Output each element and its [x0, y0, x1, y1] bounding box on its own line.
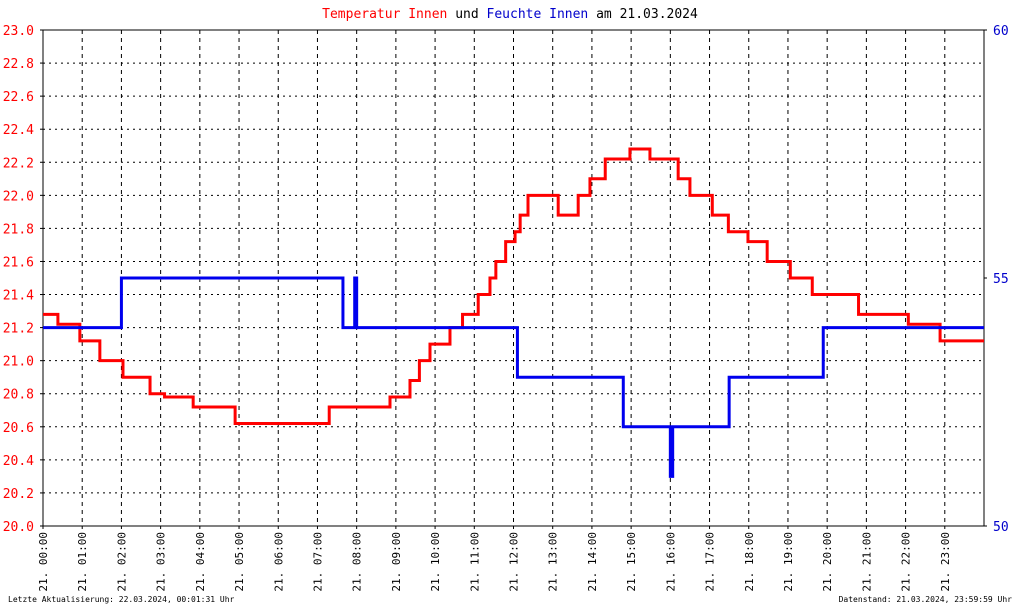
- title-part: Temperatur Innen: [322, 7, 447, 22]
- series-line: [43, 276, 984, 478]
- x-tick-label: 21. 08:00: [351, 532, 364, 592]
- x-tick-label: 21. 00:00: [37, 532, 50, 592]
- y-tick-label: 21.4: [3, 289, 34, 304]
- chart-title: Temperatur Innen und Feuchte Innen am 21…: [322, 7, 698, 22]
- y-tick-label: 21.8: [3, 222, 34, 237]
- x-tick-label: 21. 17:00: [704, 532, 717, 592]
- y-tick-label: 20.2: [3, 487, 34, 502]
- y-tick-label: 20.8: [3, 388, 34, 403]
- x-tick-label: 21. 20:00: [821, 532, 834, 592]
- x-tick-label: 21. 07:00: [311, 532, 324, 592]
- y-tick-label: 23.0: [3, 24, 34, 39]
- x-tick-label: 21. 04:00: [194, 532, 207, 592]
- plot-frame: [42, 29, 985, 527]
- y-tick-label: 21.6: [3, 255, 34, 270]
- x-tick-label: 21. 01:00: [76, 532, 89, 592]
- x-tick-label: 21. 16:00: [664, 532, 677, 592]
- x-tick-label: 21. 23:00: [939, 532, 952, 592]
- y-tick-label: 22.4: [3, 123, 34, 138]
- y-tick-label: 20.4: [3, 454, 34, 469]
- y-tick-label: 21.2: [3, 322, 34, 337]
- y2-tick-label: 50: [993, 520, 1009, 535]
- x-tick-label: 21. 19:00: [782, 532, 795, 592]
- y-tick-label: 21.0: [3, 355, 34, 370]
- footer-left: Letzte Aktualisierung: 22.03.2024, 00:01…: [8, 595, 235, 604]
- x-tick-label: 21. 05:00: [233, 532, 246, 592]
- x-tick-label: 21. 21:00: [860, 532, 873, 592]
- x-tick-label: 21. 02:00: [115, 532, 128, 592]
- y-tick-label: 22.6: [3, 90, 34, 105]
- x-tick-label: 21. 10:00: [429, 532, 442, 592]
- y-tick-label: 22.0: [3, 189, 34, 204]
- y-tick-label: 20.0: [3, 520, 34, 535]
- y-tick-label: 20.6: [3, 421, 34, 436]
- y2-tick-label: 60: [993, 24, 1009, 39]
- x-tick-label: 21. 18:00: [743, 532, 756, 592]
- y-tick-label: 22.2: [3, 156, 34, 171]
- y2-tick-label: 55: [993, 272, 1009, 287]
- x-tick-label: 21. 14:00: [586, 532, 599, 592]
- x-tick-label: 21. 11:00: [468, 532, 481, 592]
- footer-right: Datenstand: 21.03.2024, 23:59:59 Uhr: [839, 595, 1013, 604]
- x-tick-label: 21. 06:00: [272, 532, 285, 592]
- x-tick-label: 21. 13:00: [547, 532, 560, 592]
- x-tick-label: 21. 09:00: [390, 532, 403, 592]
- x-tick-label: 21. 22:00: [900, 532, 913, 592]
- x-tick-label: 21. 12:00: [508, 532, 521, 592]
- title-part: am 21.03.2024: [596, 7, 698, 22]
- x-tick-label: 21. 03:00: [155, 532, 168, 592]
- title-part: und: [455, 7, 478, 22]
- x-tick-label: 21. 15:00: [625, 532, 638, 592]
- title-part: Feuchte Innen: [487, 7, 589, 22]
- series-line: [43, 147, 984, 425]
- y-tick-label: 22.8: [3, 57, 34, 72]
